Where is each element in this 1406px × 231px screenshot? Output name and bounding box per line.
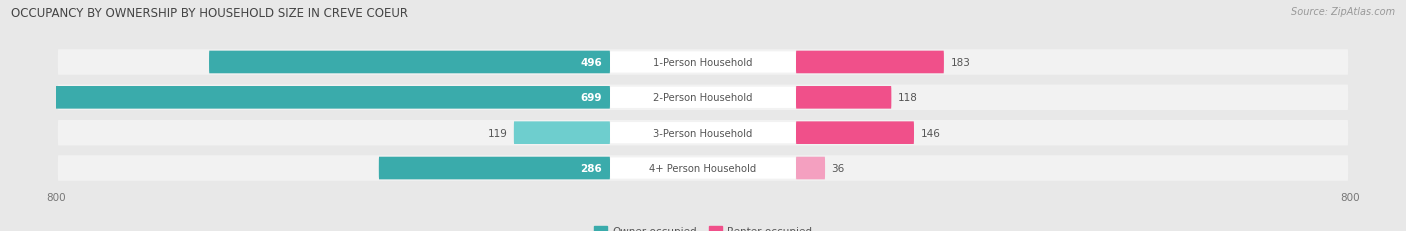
Text: 496: 496 — [581, 58, 602, 68]
FancyBboxPatch shape — [796, 87, 891, 109]
Text: Source: ZipAtlas.com: Source: ZipAtlas.com — [1291, 7, 1395, 17]
FancyBboxPatch shape — [45, 87, 610, 109]
FancyBboxPatch shape — [610, 122, 796, 144]
Text: 118: 118 — [898, 93, 918, 103]
FancyBboxPatch shape — [796, 52, 943, 74]
Text: 146: 146 — [921, 128, 941, 138]
Text: OCCUPANCY BY OWNERSHIP BY HOUSEHOLD SIZE IN CREVE COEUR: OCCUPANCY BY OWNERSHIP BY HOUSEHOLD SIZE… — [11, 7, 408, 20]
FancyBboxPatch shape — [513, 122, 610, 144]
Text: 1-Person Household: 1-Person Household — [654, 58, 752, 68]
FancyBboxPatch shape — [796, 122, 914, 144]
Text: 3-Person Household: 3-Person Household — [654, 128, 752, 138]
FancyBboxPatch shape — [58, 156, 1348, 181]
FancyBboxPatch shape — [378, 157, 610, 179]
Text: 119: 119 — [488, 128, 508, 138]
FancyBboxPatch shape — [58, 50, 1348, 75]
Text: 286: 286 — [581, 163, 602, 173]
FancyBboxPatch shape — [58, 120, 1348, 146]
Text: 183: 183 — [950, 58, 970, 68]
FancyBboxPatch shape — [610, 87, 796, 109]
FancyBboxPatch shape — [610, 52, 796, 73]
FancyBboxPatch shape — [796, 157, 825, 179]
Text: 4+ Person Household: 4+ Person Household — [650, 163, 756, 173]
Text: 2-Person Household: 2-Person Household — [654, 93, 752, 103]
Text: 36: 36 — [831, 163, 845, 173]
FancyBboxPatch shape — [209, 52, 610, 74]
FancyBboxPatch shape — [610, 158, 796, 179]
FancyBboxPatch shape — [58, 85, 1348, 111]
Legend: Owner-occupied, Renter-occupied: Owner-occupied, Renter-occupied — [591, 222, 815, 231]
Text: 699: 699 — [581, 93, 602, 103]
